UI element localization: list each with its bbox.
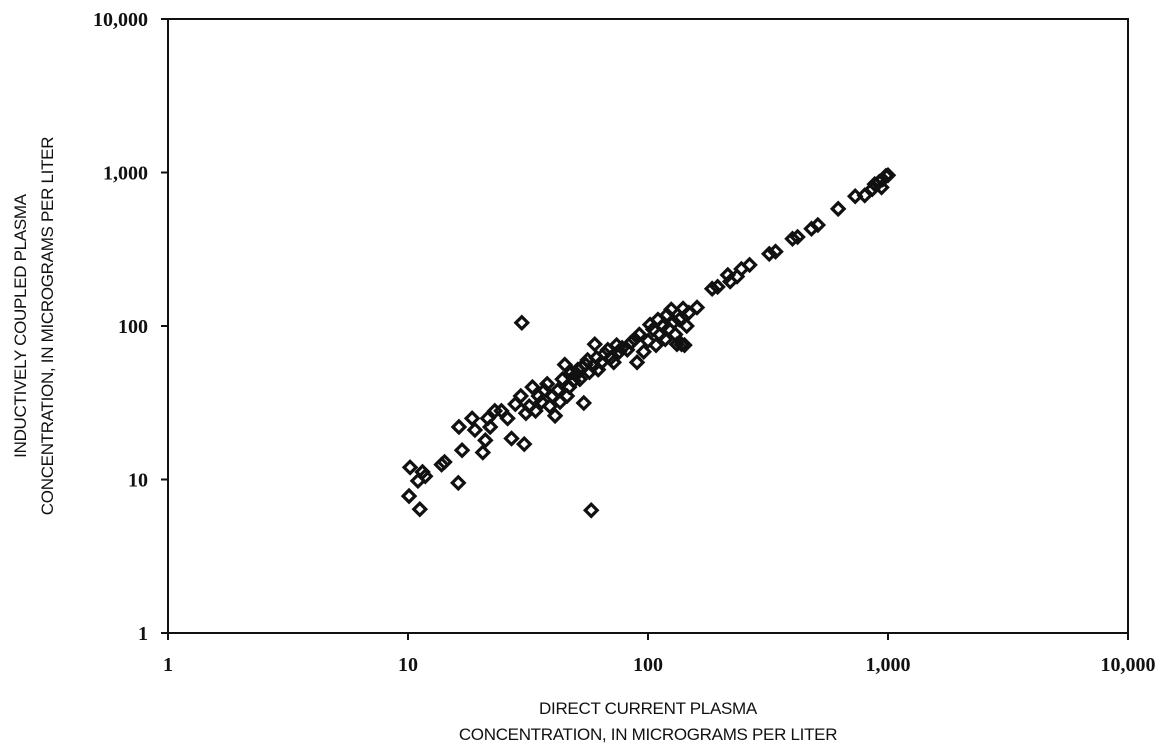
data-point-diamond	[524, 378, 541, 396]
data-point-diamond	[656, 330, 674, 348]
data-point-diamond	[515, 435, 533, 453]
data-point-diamond	[400, 487, 418, 505]
data-point-diamond	[411, 500, 429, 518]
plot-area-frame	[167, 18, 1129, 634]
y-axis-title-line-1: INDUCTIVELY COUPLED PLASMA	[11, 193, 30, 458]
data-point-diamond	[784, 230, 801, 248]
data-point-diamond	[533, 393, 550, 411]
x-tick-label: 1,000	[866, 654, 911, 676]
data-point-diamond	[450, 418, 468, 436]
data-point-diamond	[639, 332, 657, 350]
data-point-diamond	[628, 354, 646, 371]
data-point-diamond	[605, 354, 623, 371]
data-point-diamond	[688, 299, 706, 316]
data-point-diamond	[575, 394, 593, 412]
data-point-diamond	[676, 336, 693, 354]
data-point-diamond	[767, 243, 784, 260]
data-point-diamond	[760, 245, 778, 263]
data-point-diamond	[662, 301, 680, 318]
data-point-diamond	[678, 317, 695, 335]
data-point-diamond	[829, 200, 847, 218]
data-point-diamond	[809, 216, 827, 234]
data-point-diamond	[789, 228, 806, 246]
data-point-diamond	[631, 326, 648, 343]
data-point-diamond	[719, 266, 737, 284]
data-point-diamond	[582, 502, 600, 519]
data-point-diamond	[556, 356, 574, 373]
y-axis-title-line-2: CONCENTRATION, IN MICROGRAMS PER LITER	[38, 137, 57, 515]
data-point-diamond	[741, 256, 758, 274]
data-point-diamond	[477, 432, 494, 449]
data-point-diamond	[499, 410, 516, 427]
data-point-diamond	[709, 278, 726, 296]
y-tick-label: 100	[118, 316, 148, 338]
data-point-diamond	[416, 467, 434, 485]
data-point-diamond	[586, 336, 604, 353]
data-point-diamond	[512, 387, 530, 405]
data-point-diamond	[622, 334, 640, 351]
data-points	[400, 166, 897, 519]
y-tick-label: 10,000	[93, 9, 148, 31]
data-point-diamond	[541, 397, 559, 415]
data-point-diamond	[554, 370, 571, 388]
x-tick-label: 100	[633, 654, 663, 676]
x-tick-label: 10	[398, 654, 418, 676]
data-point-diamond	[450, 474, 467, 492]
data-point-diamond	[453, 442, 471, 459]
data-point-diamond	[635, 343, 653, 360]
data-point-diamond	[626, 330, 643, 348]
data-point-diamond	[527, 402, 544, 420]
y-tick-label: 1	[138, 623, 148, 645]
data-point-diamond	[463, 410, 481, 427]
data-point-diamond	[874, 171, 891, 188]
y-axis: 1 10 100 1,000 10,000	[93, 9, 168, 645]
x-axis-title-line-2: CONCENTRATION, IN MICROGRAMS PER LITER	[459, 725, 837, 744]
x-axis: 1 10 100 1,000 10,000	[163, 633, 1156, 676]
data-point-diamond	[873, 179, 890, 196]
data-point-diamond	[879, 166, 897, 184]
data-point-diamond	[647, 336, 665, 354]
data-point-diamond	[513, 314, 531, 332]
data-point-diamond	[503, 430, 520, 447]
data-point-diamond	[436, 453, 453, 471]
data-point-diamond	[401, 459, 419, 476]
x-tick-label: 10,000	[1101, 654, 1156, 676]
x-axis-title-line-1: DIRECT CURRENT PLASMA	[539, 699, 758, 718]
y-tick-label: 1,000	[103, 163, 148, 185]
data-point-diamond	[546, 407, 564, 425]
data-point-diamond	[474, 444, 492, 461]
x-tick-label: 1	[163, 654, 173, 676]
data-point-diamond	[571, 370, 589, 388]
data-point-diamond	[703, 280, 721, 297]
data-point-diamond	[558, 387, 576, 405]
y-tick-label: 10	[128, 470, 148, 492]
data-point-diamond	[466, 421, 484, 439]
data-point-diamond	[481, 418, 499, 436]
data-point-diamond	[538, 375, 556, 393]
